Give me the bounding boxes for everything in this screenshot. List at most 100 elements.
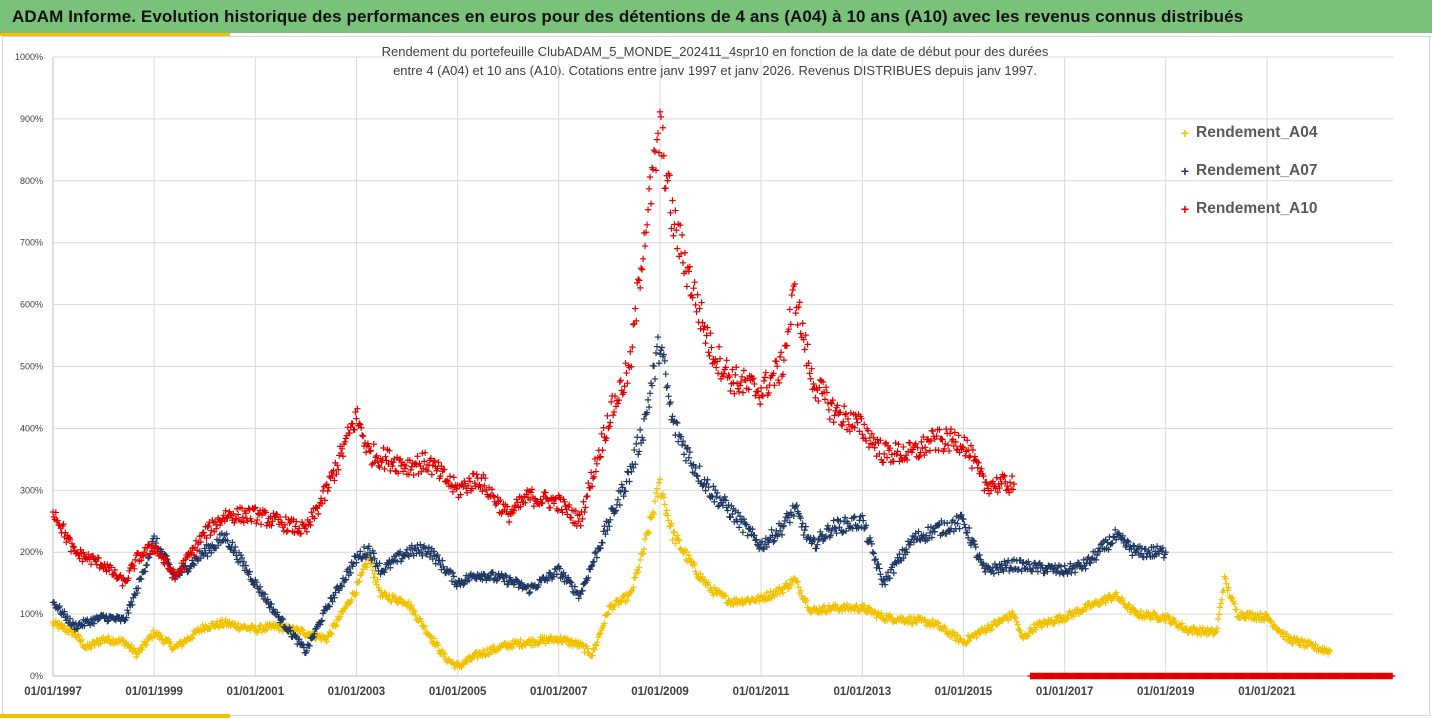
rendement-a04-point [584, 645, 591, 653]
rendement-a10-point [593, 460, 601, 468]
rendement-a10-point [735, 388, 743, 396]
rendement-a04-point [374, 576, 381, 583]
rendement-a04-point [97, 640, 104, 647]
rendement-a10-point [545, 497, 552, 505]
rendement-a10-point [54, 517, 61, 525]
rendement-a10-point [765, 389, 772, 397]
rendement-a04-point [950, 629, 958, 636]
rendement-a07-point [740, 515, 748, 523]
rendement-a07-point [868, 540, 876, 548]
rendement-a10-point [694, 291, 701, 298]
rendement-a10-point [424, 467, 432, 475]
rendement-a04-point [480, 647, 487, 654]
rendement-a10-point [139, 552, 147, 560]
rendement-a10-point [674, 245, 681, 252]
rendement-a10-point [636, 284, 644, 292]
rendement-a07-point [904, 538, 912, 545]
rendement-a07-point [129, 601, 136, 609]
rendement-a07-point [1010, 556, 1018, 563]
rendement-a07-point [751, 532, 758, 539]
rendement-a07-point [125, 609, 132, 617]
rendement-a10-point [338, 445, 346, 453]
rendement-a04-point [785, 585, 793, 592]
rendement-a10-point [624, 379, 631, 387]
rendement-a07-point [833, 529, 840, 537]
rendement-a10-point [554, 507, 561, 514]
rendement-a04-point [839, 608, 846, 615]
rendement-a04-point [128, 642, 135, 649]
legend-item: + Rendement_A04 [1178, 124, 1318, 142]
rendement-a10-point [150, 548, 158, 555]
rendement-a10-point [450, 474, 458, 481]
rendement-a04-point [641, 535, 649, 543]
rendement-a10-point [270, 510, 277, 517]
rendement-a07-point [873, 564, 880, 572]
rendement-a10-point [789, 286, 796, 294]
rendement-a04-point [383, 591, 390, 598]
rendement-a10-point [585, 479, 592, 487]
rendement-a07-point [634, 451, 642, 458]
rendement-a10-point [816, 384, 823, 391]
rendement-a04-point [1242, 615, 1250, 622]
rendement-a07-point [187, 563, 194, 570]
rendement-a07-point [651, 375, 659, 383]
rendement-a10-point [736, 382, 744, 389]
rendement-a10-point [950, 442, 958, 450]
rendement-a07-point [1001, 558, 1008, 565]
rendement-a07-point [588, 562, 596, 569]
rendement-a07-point [501, 578, 508, 585]
rendement-a10-point [630, 321, 637, 328]
rendement-a10-point [732, 371, 739, 379]
rendement-a07-point [703, 480, 710, 487]
rendement-a10-point [473, 471, 480, 478]
rendement-a10-point [233, 515, 240, 522]
rendement-a07-point [517, 580, 524, 588]
rendement-a07-point [636, 426, 644, 434]
rendement-a07-point [667, 399, 674, 406]
rendement-a04-point [685, 552, 693, 559]
rendement-a10-point [211, 528, 218, 536]
rendement-a10-point [614, 400, 622, 407]
rendement-a10-point [842, 410, 850, 417]
rendement-a10-point [987, 487, 995, 494]
rendement-a10-point [621, 383, 628, 390]
rendement-a04-point [535, 640, 542, 647]
rendement-a10-point [786, 306, 794, 313]
rendement-a10-point [575, 518, 582, 525]
rendement-a10-point [699, 319, 706, 326]
rendement-a10-point [795, 303, 802, 311]
rendement-a07-point [1093, 551, 1101, 559]
rendement-a07-point [230, 549, 237, 556]
rendement-a10-point [692, 301, 699, 309]
rendement-a10-point [444, 478, 452, 486]
rendement-a10-point [171, 575, 179, 582]
rendement-a10-point [407, 466, 414, 474]
rendement-a07-point [347, 569, 354, 577]
rendement-a07-point [743, 521, 750, 528]
rendement-a10-point [364, 440, 372, 447]
rendement-a07-point [825, 526, 833, 534]
rendement-a04-point [1212, 629, 1219, 636]
rendement-a10-point [497, 496, 504, 504]
rendement-a07-point [652, 349, 660, 357]
rendement-a10-point [647, 200, 655, 207]
rendement-a04-point [1281, 636, 1289, 643]
rendement-a04-point [852, 603, 859, 610]
rendement-a10-point [276, 513, 284, 521]
rendement-a04-point [1048, 616, 1055, 624]
rendement-a07-point [1050, 565, 1058, 573]
rendement-a10-point [623, 369, 630, 377]
rendement-a10-point [466, 478, 474, 485]
rendement-a10-point [370, 440, 377, 448]
rendement-a07-point [128, 598, 135, 606]
rendement-a07-point [661, 357, 668, 365]
rendement-a07-point [620, 492, 627, 500]
rendement-a10-point [690, 285, 697, 292]
rendement-a07-point [866, 534, 874, 542]
rendement-a10-point [713, 364, 720, 371]
rendement-a04-point [634, 568, 642, 576]
rendement-a10-point [446, 473, 454, 480]
rendement-a10-point [837, 409, 844, 416]
rendement-a10-point [505, 518, 513, 526]
rendement-a07-point [716, 494, 724, 502]
